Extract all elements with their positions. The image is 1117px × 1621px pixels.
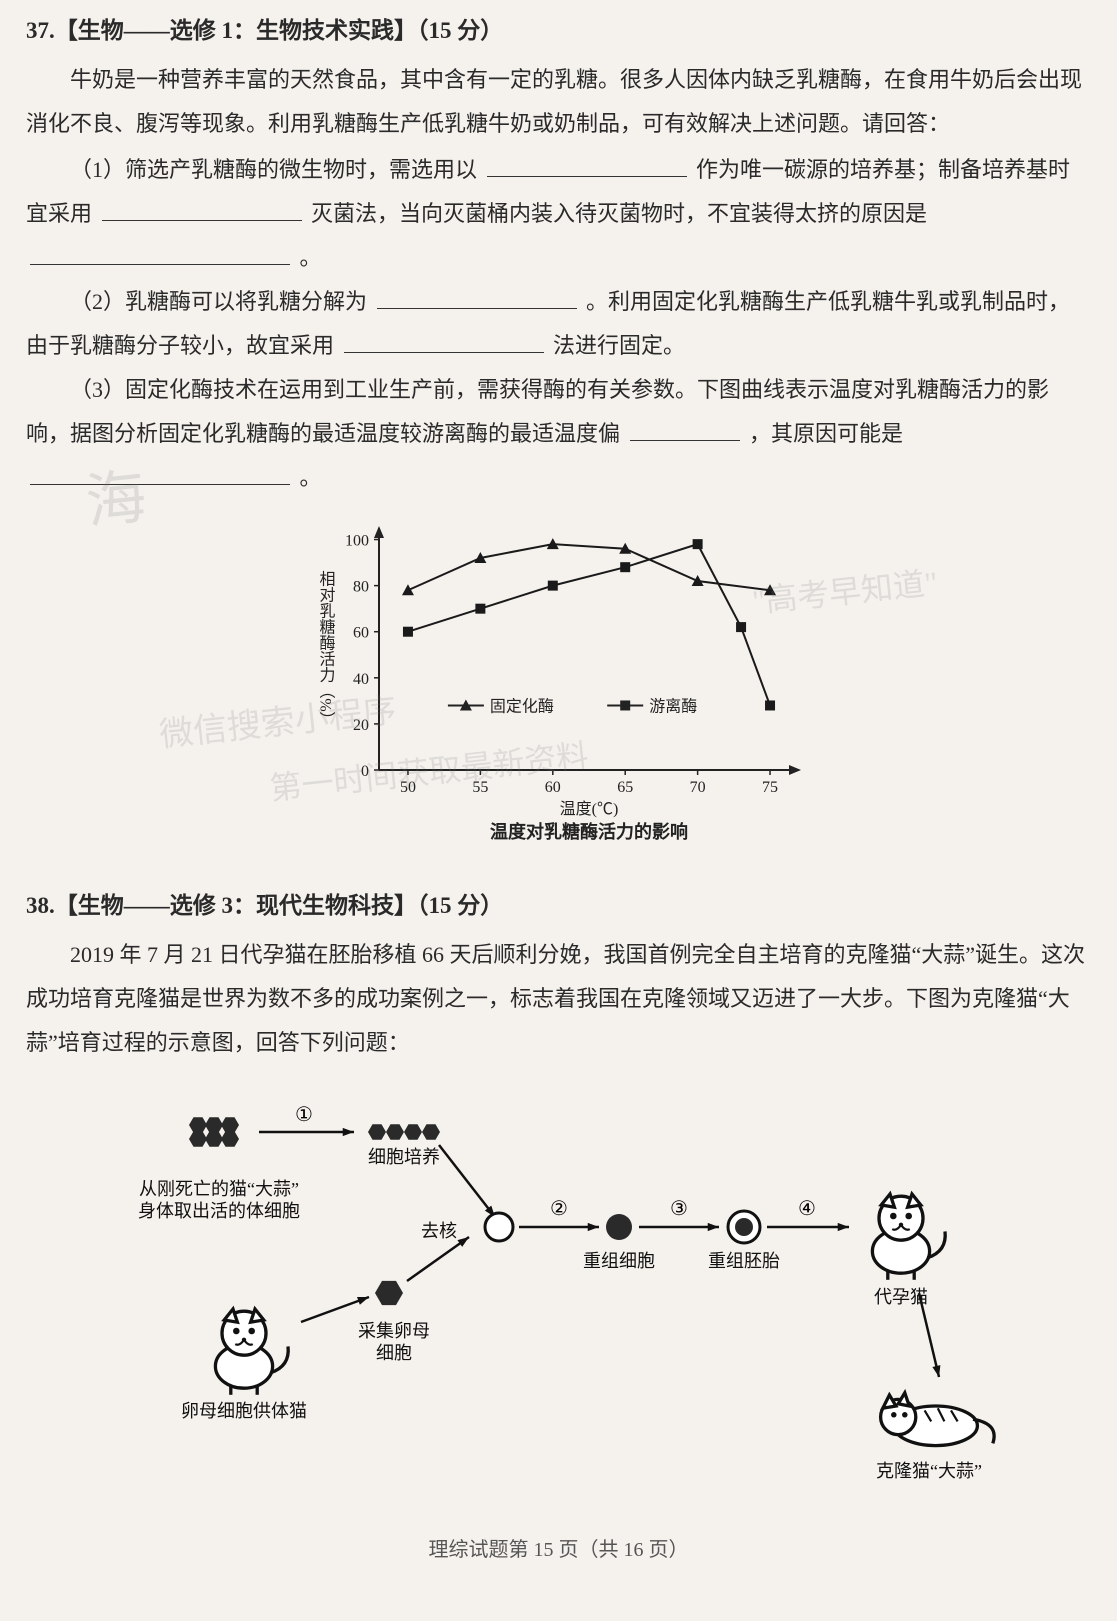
blank-reason-pack[interactable] xyxy=(30,241,290,265)
diagram-svg: 从刚死亡的猫“大蒜”身体取出活的体细胞 ① 细胞培养卵母细胞供体猫 采集卵母细胞 去核 ②… xyxy=(89,1077,1029,1497)
svg-text:60: 60 xyxy=(544,779,560,796)
svg-text:重组细胞: 重组细胞 xyxy=(583,1251,655,1271)
blank-temp-shift[interactable] xyxy=(630,417,740,441)
q37-s2c: 法进行固定。 xyxy=(553,333,685,358)
svg-text:70: 70 xyxy=(689,779,705,796)
svg-text:重组胚胎: 重组胚胎 xyxy=(708,1251,780,1271)
svg-text:65: 65 xyxy=(617,779,633,796)
svg-text:身体取出活的体细胞: 身体取出活的体细胞 xyxy=(138,1201,300,1221)
svg-text:细胞: 细胞 xyxy=(376,1343,412,1363)
svg-text:80: 80 xyxy=(353,579,369,596)
blank-sterilize-method[interactable] xyxy=(102,197,302,221)
q37-s3b: ，其原因可能是 xyxy=(749,421,903,446)
svg-text:50: 50 xyxy=(399,779,415,796)
q37-s2a: （2）乳糖酶可以将乳糖分解为 xyxy=(70,289,367,314)
svg-text:100: 100 xyxy=(345,533,369,550)
svg-text:40: 40 xyxy=(353,671,369,688)
svg-text:卵母细胞供体猫: 卵母细胞供体猫 xyxy=(181,1401,307,1421)
chart-svg: 0 20 40 60 80 100 50 55 60 65 70 75 相对乳糖酶活力（%） 温度(℃) 温… xyxy=(299,510,819,850)
svg-text:75: 75 xyxy=(762,779,778,796)
svg-text:④: ④ xyxy=(798,1198,816,1220)
q37-s3c: 。 xyxy=(300,465,322,490)
svg-text:去核: 去核 xyxy=(421,1221,457,1241)
blank-temp-reason[interactable] xyxy=(30,461,290,485)
svg-text:温度对乳糖酶活力的影响: 温度对乳糖酶活力的影响 xyxy=(490,821,688,842)
q37-s1a: （1）筛选产乳糖酶的微生物时，需选用以 xyxy=(70,157,477,182)
svg-text:③: ③ xyxy=(670,1198,688,1220)
svg-text:60: 60 xyxy=(353,625,369,642)
svg-text:②: ② xyxy=(550,1198,568,1220)
svg-text:细胞培养: 细胞培养 xyxy=(368,1147,440,1167)
svg-text:温度(℃): 温度(℃) xyxy=(559,800,618,818)
svg-text:从刚死亡的猫“大蒜”: 从刚死亡的猫“大蒜” xyxy=(139,1179,299,1199)
q37-s1c: 灭菌法，当向灭菌桶内装入待灭菌物时，不宜装得太挤的原因是 xyxy=(311,201,927,226)
q37-sub1: （1）筛选产乳糖酶的微生物时，需选用以 作为唯一碳源的培养基；制备培养基时宜采用… xyxy=(26,148,1091,280)
enzyme-activity-chart: "高考早知道" 微信搜索小程序 第一时间获取最新资料 0204060801005… xyxy=(299,510,819,865)
blank-decompose-products[interactable] xyxy=(377,285,577,309)
q37-s1d: 。 xyxy=(300,245,322,270)
blank-fixation-method[interactable] xyxy=(344,329,544,353)
svg-text:游离酶: 游离酶 xyxy=(649,697,697,715)
svg-text:0: 0 xyxy=(361,763,369,780)
svg-text:①: ① xyxy=(295,1104,313,1126)
blank-carbon-source[interactable] xyxy=(487,153,687,177)
svg-text:相对乳糖酶活力（%）: 相对乳糖酶活力（%） xyxy=(316,570,335,727)
svg-text:采集卵母: 采集卵母 xyxy=(358,1321,430,1341)
svg-text:克隆猫“大蒜”: 克隆猫“大蒜” xyxy=(876,1461,982,1481)
q37-intro: 牛奶是一种营养丰富的天然食品，其中含有一定的乳糖。很多人因体内缺乏乳糖酶，在食用… xyxy=(26,58,1091,146)
q37-sub3: （3）固定化酶技术在运用到工业生产前，需获得酶的有关参数。下图曲线表示温度对乳糖… xyxy=(26,368,1091,500)
svg-text:20: 20 xyxy=(353,717,369,734)
q38-header: 38.【生物——选修 3：现代生物科技】（15 分） xyxy=(26,883,1091,929)
svg-text:固定化酶: 固定化酶 xyxy=(489,697,553,715)
clone-cat-diagram: 从刚死亡的猫“大蒜”身体取出活的体细胞 ① 细胞培养卵母细胞供体猫 采集卵母细胞 去核 ②… xyxy=(89,1077,1029,1512)
q38-intro: 2019 年 7 月 21 日代孕猫在胚胎移植 66 天后顺利分娩，我国首例完全… xyxy=(26,933,1091,1065)
q37-sub2: （2）乳糖酶可以将乳糖分解为 。利用固定化乳糖酶生产低乳糖牛乳或乳制品时，由于乳… xyxy=(26,280,1091,368)
svg-text:55: 55 xyxy=(472,779,488,796)
q37-header: 37.【生物——选修 1：生物技术实践】（15 分） xyxy=(26,8,1091,54)
page-footer: 理综试题第 15 页（共 16 页） xyxy=(26,1530,1091,1570)
